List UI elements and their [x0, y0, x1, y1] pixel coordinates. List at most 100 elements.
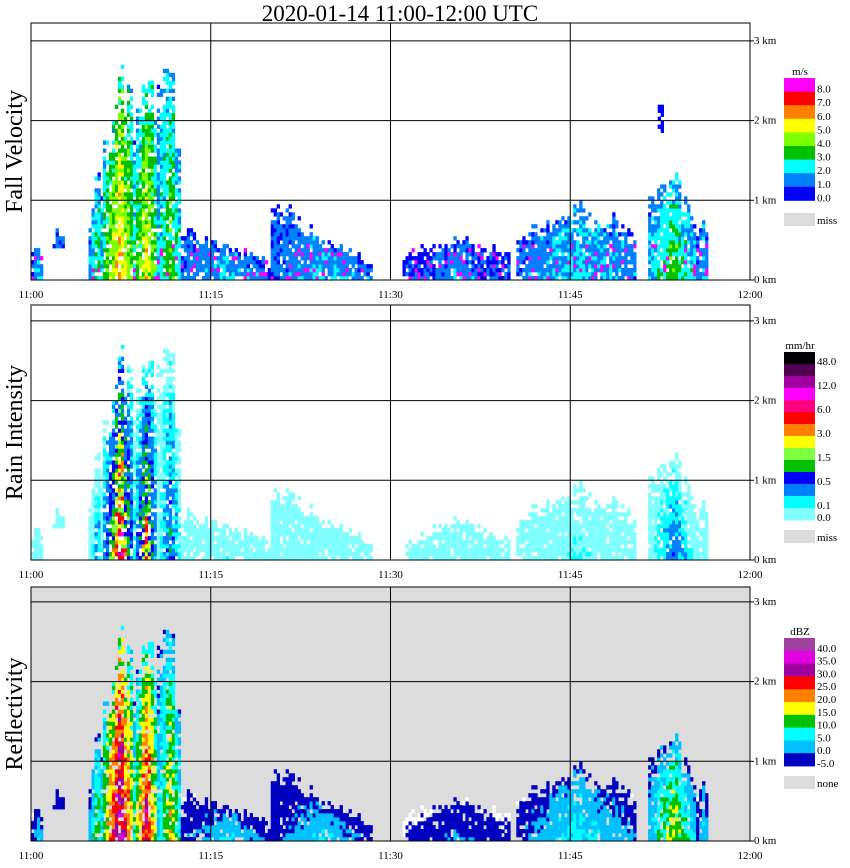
echo-cell — [120, 156, 125, 161]
echo-cell — [591, 236, 595, 241]
echo-cell — [537, 268, 541, 273]
echo-cell — [621, 244, 625, 249]
echo-cell — [573, 272, 577, 277]
echo-cell — [201, 536, 206, 541]
echo-cell — [507, 252, 511, 257]
echo-cell — [540, 268, 544, 273]
echo-cell — [156, 500, 161, 505]
echo-cell — [570, 264, 574, 269]
echo-cell — [462, 528, 466, 533]
echo-cell — [177, 472, 182, 477]
echo-cell — [597, 540, 601, 545]
echo-cell — [561, 540, 565, 545]
echo-cell — [135, 180, 140, 185]
echo-cell — [471, 528, 475, 533]
echo-cell — [126, 404, 131, 409]
echo-cell — [129, 220, 134, 225]
echo-cell — [618, 540, 622, 545]
echo-cell — [94, 496, 98, 501]
echo-cell — [165, 356, 170, 362]
echo-cell — [288, 232, 292, 237]
echo-cell — [576, 520, 580, 525]
echo-cell — [111, 400, 116, 405]
echo-cell — [237, 268, 241, 273]
echo-cell — [495, 556, 499, 561]
echo-cell — [177, 520, 182, 525]
echo-cell — [94, 236, 98, 241]
echo-cell — [97, 244, 101, 249]
echo-cell — [480, 532, 484, 537]
echo-cell — [186, 240, 191, 245]
echo-cell — [117, 100, 122, 105]
echo-cell — [507, 256, 511, 261]
echo-cell — [309, 516, 313, 521]
echo-cell — [414, 276, 418, 281]
echo-cell — [300, 516, 304, 521]
echo-cell — [363, 552, 367, 557]
echo-cell — [468, 252, 472, 257]
echo-cell — [135, 556, 140, 561]
echo-cell — [141, 236, 146, 241]
echo-cell — [102, 148, 107, 153]
echo-cell — [249, 268, 253, 273]
echo-cell — [534, 556, 538, 561]
echo-cell — [108, 500, 113, 505]
echo-cell — [288, 272, 292, 277]
echo-cell — [144, 496, 149, 501]
echo-cell — [129, 504, 134, 509]
echo-cell — [156, 552, 161, 557]
echo-cell — [552, 508, 556, 513]
echo-cell — [195, 532, 200, 537]
echo-cell — [540, 264, 544, 269]
echo-cell — [579, 480, 583, 485]
echo-cell — [100, 520, 104, 525]
echo-cell — [162, 160, 167, 165]
echo-cell — [327, 264, 331, 269]
echo-cell — [165, 88, 170, 93]
echo-cell — [273, 240, 277, 245]
echo-cell — [135, 440, 140, 445]
echo-cell — [159, 420, 164, 425]
echo-cell — [648, 232, 652, 237]
echo-cell — [37, 528, 41, 533]
echo-cell — [327, 260, 331, 265]
echo-cell — [141, 512, 146, 517]
echo-cell — [204, 276, 209, 281]
echo-cell — [468, 548, 472, 553]
echo-cell — [162, 232, 167, 237]
echo-cell — [549, 264, 553, 269]
echo-cell — [495, 540, 499, 545]
echo-cell — [168, 360, 173, 366]
echo-cell — [132, 256, 137, 261]
echo-cell — [696, 236, 700, 241]
echo-cell — [525, 536, 529, 541]
echo-cell — [153, 172, 158, 177]
echo-cell — [177, 548, 182, 553]
echo-cell — [315, 544, 319, 549]
echo-cell — [279, 504, 283, 509]
echo-cell — [117, 196, 122, 201]
echo-cell — [108, 164, 113, 169]
echo-cell — [120, 128, 125, 133]
echo-cell — [594, 232, 598, 237]
echo-cell — [153, 160, 158, 165]
echo-cell — [684, 244, 688, 249]
echo-cell — [591, 556, 595, 561]
echo-cell — [117, 504, 122, 509]
echo-cell — [525, 244, 529, 249]
echo-cell — [126, 220, 131, 225]
echo-cell — [678, 232, 682, 237]
echo-cell — [474, 552, 478, 557]
echo-cell — [570, 232, 574, 237]
echo-cell — [171, 196, 176, 201]
echo-cell — [162, 88, 167, 93]
echo-cell — [177, 468, 182, 473]
echo-cell — [339, 276, 343, 281]
echo-cell — [555, 228, 559, 233]
echo-cell — [555, 548, 559, 553]
echo-cell — [144, 520, 149, 525]
echo-cell — [288, 224, 292, 229]
echo-cell — [540, 516, 544, 521]
echo-cell — [552, 228, 556, 233]
echo-cell — [603, 556, 607, 561]
